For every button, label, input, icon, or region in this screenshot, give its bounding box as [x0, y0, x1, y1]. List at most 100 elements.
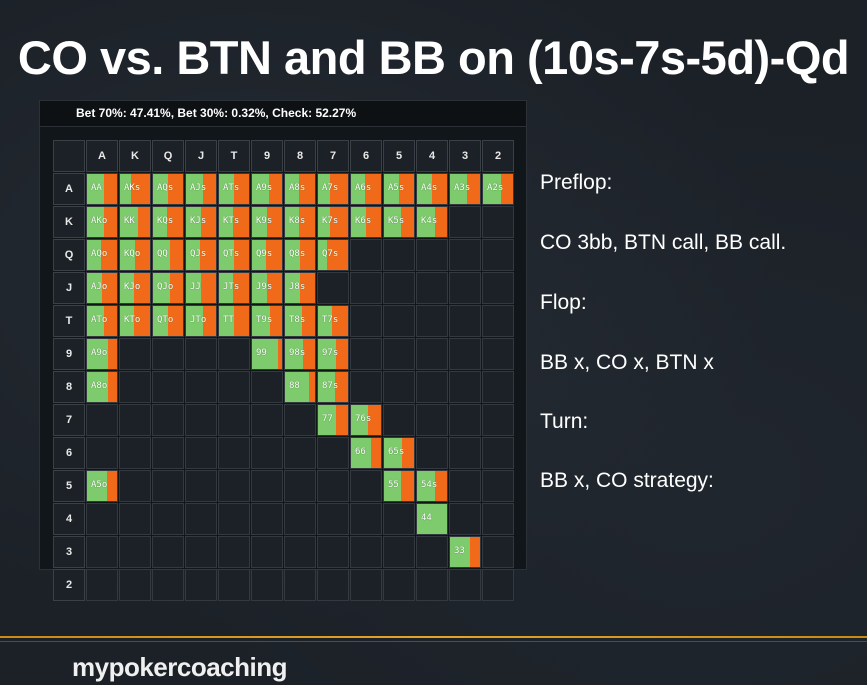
check-frequency-bar: [87, 372, 108, 402]
hand-cell[interactable]: ATs: [218, 173, 250, 205]
bet-frequency-bar: [108, 339, 117, 369]
empty-hand-cell: [218, 437, 250, 469]
hand-label: Q9s: [256, 249, 273, 259]
hand-cell[interactable]: QTo: [152, 305, 184, 337]
row-header-J: J: [53, 272, 85, 304]
hand-cell[interactable]: Q7s: [317, 239, 349, 271]
hand-cell[interactable]: 44: [416, 503, 448, 535]
hand-cell[interactable]: JTs: [218, 272, 250, 304]
hand-cell[interactable]: T8s: [284, 305, 316, 337]
hand-cell[interactable]: KQo: [119, 239, 151, 271]
hand-cell[interactable]: AKo: [86, 206, 118, 238]
hand-cell[interactable]: QJo: [152, 272, 184, 304]
hand-cell[interactable]: 97s: [317, 338, 349, 370]
hand-cell[interactable]: 33: [449, 536, 481, 568]
hand-cell[interactable]: A5s: [383, 173, 415, 205]
hand-cell[interactable]: A3s: [449, 173, 481, 205]
hand-cell[interactable]: J9s: [251, 272, 283, 304]
hand-cell[interactable]: 88: [284, 371, 316, 403]
hand-cell[interactable]: AQs: [152, 173, 184, 205]
empty-hand-cell: [119, 437, 151, 469]
bet-frequency-bar: [298, 207, 315, 237]
empty-hand-cell: [284, 437, 316, 469]
hand-cell[interactable]: K7s: [317, 206, 349, 238]
hand-cell[interactable]: A4s: [416, 173, 448, 205]
hand-cell[interactable]: JTo: [185, 305, 217, 337]
hand-cell[interactable]: QQ: [152, 239, 184, 271]
hand-cell[interactable]: Q9s: [251, 239, 283, 271]
column-header-J: J: [185, 140, 217, 172]
check-frequency-bar: [450, 537, 470, 567]
hand-cell[interactable]: K5s: [383, 206, 415, 238]
hand-cell[interactable]: AKs: [119, 173, 151, 205]
bet-frequency-bar: [169, 273, 183, 303]
hand-cell[interactable]: A2s: [482, 173, 514, 205]
hand-cell[interactable]: 87s: [317, 371, 349, 403]
hand-cell[interactable]: A9o: [86, 338, 118, 370]
empty-hand-cell: [284, 404, 316, 436]
hand-cell[interactable]: 65s: [383, 437, 415, 469]
check-frequency-bar: [351, 174, 365, 204]
hand-cell[interactable]: KJs: [185, 206, 217, 238]
column-header-K: K: [119, 140, 151, 172]
hand-cell[interactable]: AA: [86, 173, 118, 205]
hand-cell[interactable]: K9s: [251, 206, 283, 238]
bet-frequency-bar: [232, 207, 249, 237]
hand-label: Q7s: [322, 249, 339, 259]
hand-label: 54s: [421, 480, 438, 490]
hand-cell[interactable]: ATo: [86, 305, 118, 337]
hand-cell[interactable]: TT: [218, 305, 250, 337]
accent-divider: [0, 636, 867, 638]
empty-hand-cell: [350, 272, 382, 304]
empty-hand-cell: [350, 305, 382, 337]
hand-label: 87s: [322, 381, 339, 391]
bet-frequency-bar: [270, 306, 282, 336]
empty-hand-cell: [86, 437, 118, 469]
check-frequency-bar: [318, 306, 332, 336]
turn-heading: Turn:: [540, 410, 589, 433]
hand-cell[interactable]: QJs: [185, 239, 217, 271]
bet-frequency-bar: [201, 273, 216, 303]
hand-cell[interactable]: KK: [119, 206, 151, 238]
hand-cell[interactable]: A6s: [350, 173, 382, 205]
hand-cell[interactable]: 54s: [416, 470, 448, 502]
hand-cell[interactable]: AJo: [86, 272, 118, 304]
hand-cell[interactable]: K4s: [416, 206, 448, 238]
hand-cell[interactable]: 76s: [350, 404, 382, 436]
hand-cell[interactable]: T7s: [317, 305, 349, 337]
strategy-summary: Bet 70%: 47.41%, Bet 30%: 0.32%, Check: …: [40, 101, 526, 127]
empty-hand-cell: [416, 371, 448, 403]
hand-cell[interactable]: A8s: [284, 173, 316, 205]
hand-cell[interactable]: AJs: [185, 173, 217, 205]
hand-cell[interactable]: 66: [350, 437, 382, 469]
empty-hand-cell: [482, 536, 514, 568]
hand-cell[interactable]: A8o: [86, 371, 118, 403]
empty-hand-cell: [185, 503, 217, 535]
check-frequency-bar: [285, 306, 302, 336]
hand-cell[interactable]: JJ: [185, 272, 217, 304]
hand-cell[interactable]: QTs: [218, 239, 250, 271]
hand-cell[interactable]: A7s: [317, 173, 349, 205]
hand-cell[interactable]: KJo: [119, 272, 151, 304]
hand-cell[interactable]: K6s: [350, 206, 382, 238]
empty-hand-cell: [416, 305, 448, 337]
hand-cell[interactable]: A9s: [251, 173, 283, 205]
hand-cell[interactable]: A5o: [86, 470, 118, 502]
hand-cell[interactable]: 99: [251, 338, 283, 370]
bet-frequency-bar: [100, 240, 117, 270]
hand-cell[interactable]: KQs: [152, 206, 184, 238]
hand-cell[interactable]: AQo: [86, 239, 118, 271]
hand-cell[interactable]: T9s: [251, 305, 283, 337]
hand-cell[interactable]: 77: [317, 404, 349, 436]
hand-label: AKo: [91, 216, 108, 226]
hand-cell[interactable]: J8s: [284, 272, 316, 304]
hand-cell[interactable]: KTo: [119, 305, 151, 337]
bet-frequency-bar: [330, 207, 348, 237]
hand-cell[interactable]: K8s: [284, 206, 316, 238]
empty-hand-cell: [449, 272, 481, 304]
hand-cell[interactable]: KTs: [218, 206, 250, 238]
hand-cell[interactable]: 55: [383, 470, 415, 502]
hand-cell[interactable]: Q8s: [284, 239, 316, 271]
hand-cell[interactable]: 98s: [284, 338, 316, 370]
empty-hand-cell: [449, 371, 481, 403]
